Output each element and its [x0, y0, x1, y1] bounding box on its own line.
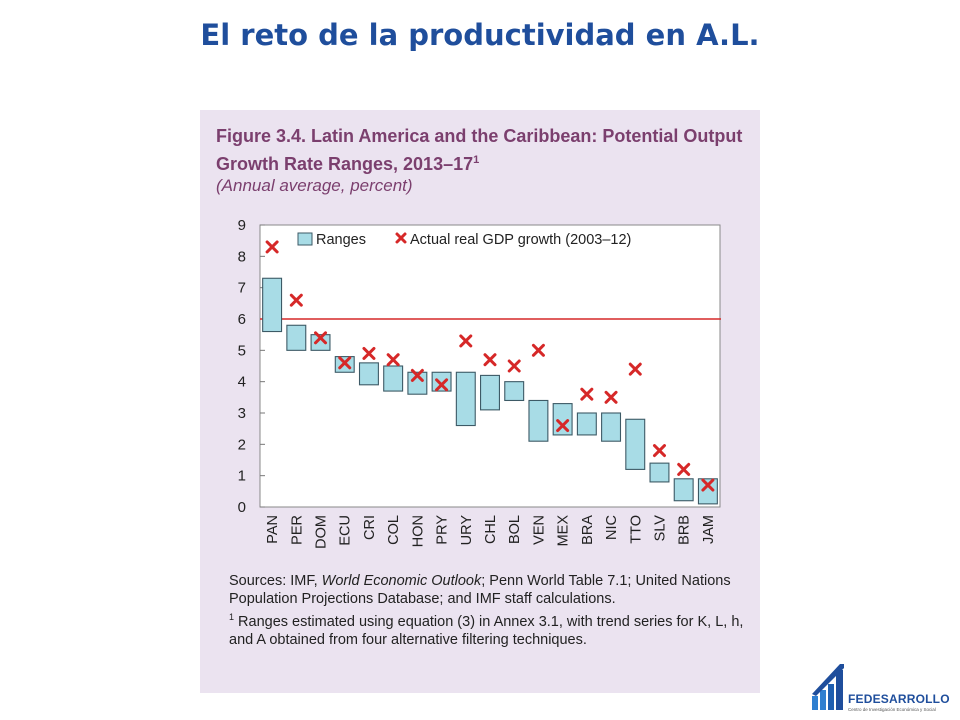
- range-bar: [383, 365, 404, 392]
- x-category-label: SLV: [652, 515, 668, 542]
- actual-growth-marker: [556, 419, 570, 433]
- figure-title-footnote-marker: 1: [473, 154, 480, 166]
- actual-growth-marker: [338, 356, 352, 370]
- slide-title: El reto de la productividad en A.L.: [200, 18, 760, 52]
- actual-growth-marker: [435, 378, 449, 392]
- range-bar: [480, 374, 500, 411]
- plot-area: 0 1 2 3 4 5 6 7 8 9 PAN PER DOM ECU CRI COL HON PRY URY CHL…: [238, 217, 721, 549]
- actual-growth-marker: [362, 346, 376, 360]
- footnote: 1 Ranges estimated using equation (3) in…: [229, 608, 749, 649]
- x-category-label: MEX: [556, 515, 572, 547]
- logo-tagline: Centro de Investigación Económica y Soci…: [848, 707, 936, 712]
- figure-title-text: Figure 3.4. Latin America and the Caribb…: [216, 126, 743, 174]
- x-category-label: JAM: [701, 515, 717, 544]
- actual-growth-marker: [580, 387, 594, 401]
- actual-growth-marker: [652, 444, 666, 458]
- actual-growth-marker: [677, 462, 691, 476]
- x-category-label: CRI: [362, 515, 378, 540]
- x-category-label: DOM: [314, 515, 330, 549]
- x-category-label: ECU: [338, 515, 354, 546]
- legend-swatch-ranges: [297, 232, 313, 246]
- range-bar: [286, 324, 307, 351]
- actual-growth-marker: [701, 478, 715, 492]
- y-tick-label: 8: [238, 248, 246, 265]
- y-tick-label: 6: [238, 311, 246, 328]
- x-category-label: VEN: [531, 515, 547, 545]
- range-bar: [576, 412, 597, 436]
- actual-growth-marker: [410, 368, 424, 382]
- figure-title: Figure 3.4. Latin America and the Caribb…: [216, 124, 746, 176]
- x-category-label: COL: [386, 515, 402, 545]
- actual-growth-marker: [483, 353, 497, 367]
- y-tick-label: 4: [238, 374, 246, 391]
- legend-label-ranges: Ranges: [316, 232, 366, 248]
- actual-growth-marker: [531, 343, 545, 357]
- y-tick-label: 7: [238, 280, 246, 297]
- actual-growth-marker: [507, 359, 521, 373]
- fedesarrollo-logo: FEDESARROLLO Centro de Investigación Eco…: [810, 660, 960, 720]
- sources-italic: World Economic Outlook: [321, 573, 482, 589]
- range-bar: [407, 371, 428, 395]
- legend-label-actual: Actual real GDP growth (2003–12): [410, 232, 631, 248]
- actual-growth-marker: [628, 362, 642, 376]
- figure-notes: Sources: IMF, World Economic Outlook; Pe…: [229, 572, 749, 649]
- actual-growth-marker: [386, 353, 400, 367]
- range-bar: [455, 371, 476, 427]
- y-tick-label: 3: [238, 405, 246, 422]
- actual-growth-marker: [604, 390, 618, 404]
- range-chart: 0 1 2 3 4 5 6 7 8 9 PAN PER DOM ECU CRI COL HON PRY URY CHL…: [238, 217, 721, 549]
- x-category-label: BRA: [580, 515, 596, 545]
- footnote-text: Ranges estimated using equation (3) in A…: [229, 613, 744, 648]
- logo-bars-icon: [812, 664, 844, 710]
- range-bar: [697, 478, 718, 505]
- y-tick-label: 0: [238, 499, 246, 516]
- range-bar: [552, 403, 573, 436]
- footnote-marker: 1: [229, 612, 235, 622]
- range-bar: [673, 478, 694, 502]
- range-bar: [625, 418, 646, 470]
- range-bar: [262, 277, 283, 333]
- y-tick-label: 5: [238, 342, 246, 359]
- range-bar: [504, 381, 525, 402]
- x-category-label: PAN: [265, 515, 281, 544]
- sources-rest: ; Penn World Table 7.1; United Nations P…: [229, 573, 731, 607]
- x-category-label: PRY: [435, 515, 451, 545]
- x-category-label: CHL: [483, 515, 499, 544]
- range-bar: [431, 371, 452, 392]
- legend-marker-actual: [395, 232, 407, 244]
- actual-growth-marker: [289, 293, 303, 307]
- x-category-label: TTO: [628, 515, 644, 544]
- x-category-label: BRB: [677, 515, 693, 545]
- range-bar: [649, 462, 670, 483]
- figure-panel: Figure 3.4. Latin America and the Caribb…: [200, 110, 760, 693]
- actual-growth-marker: [314, 331, 328, 345]
- range-bar: [310, 334, 331, 351]
- actual-growth-marker: [265, 240, 279, 254]
- sources-prefix: Sources: IMF,: [229, 573, 322, 589]
- range-bar: [358, 362, 379, 386]
- y-tick-label: 2: [238, 436, 246, 453]
- x-category-label: NIC: [604, 515, 620, 540]
- x-category-label: HON: [410, 515, 426, 547]
- y-tick-label: 1: [238, 468, 246, 485]
- logo-name: FEDESARROLLO: [848, 692, 950, 706]
- x-category-label: URY: [459, 515, 475, 546]
- sources-note: Sources: IMF, World Economic Outlook; Pe…: [229, 572, 749, 608]
- figure-subtitle: (Annual average, percent): [216, 176, 413, 195]
- x-category-label: PER: [289, 515, 305, 545]
- x-category-label: BOL: [507, 515, 523, 544]
- actual-growth-marker: [459, 334, 473, 348]
- range-bar: [601, 412, 622, 442]
- y-tick-label: 9: [238, 217, 246, 234]
- range-bar: [528, 399, 549, 442]
